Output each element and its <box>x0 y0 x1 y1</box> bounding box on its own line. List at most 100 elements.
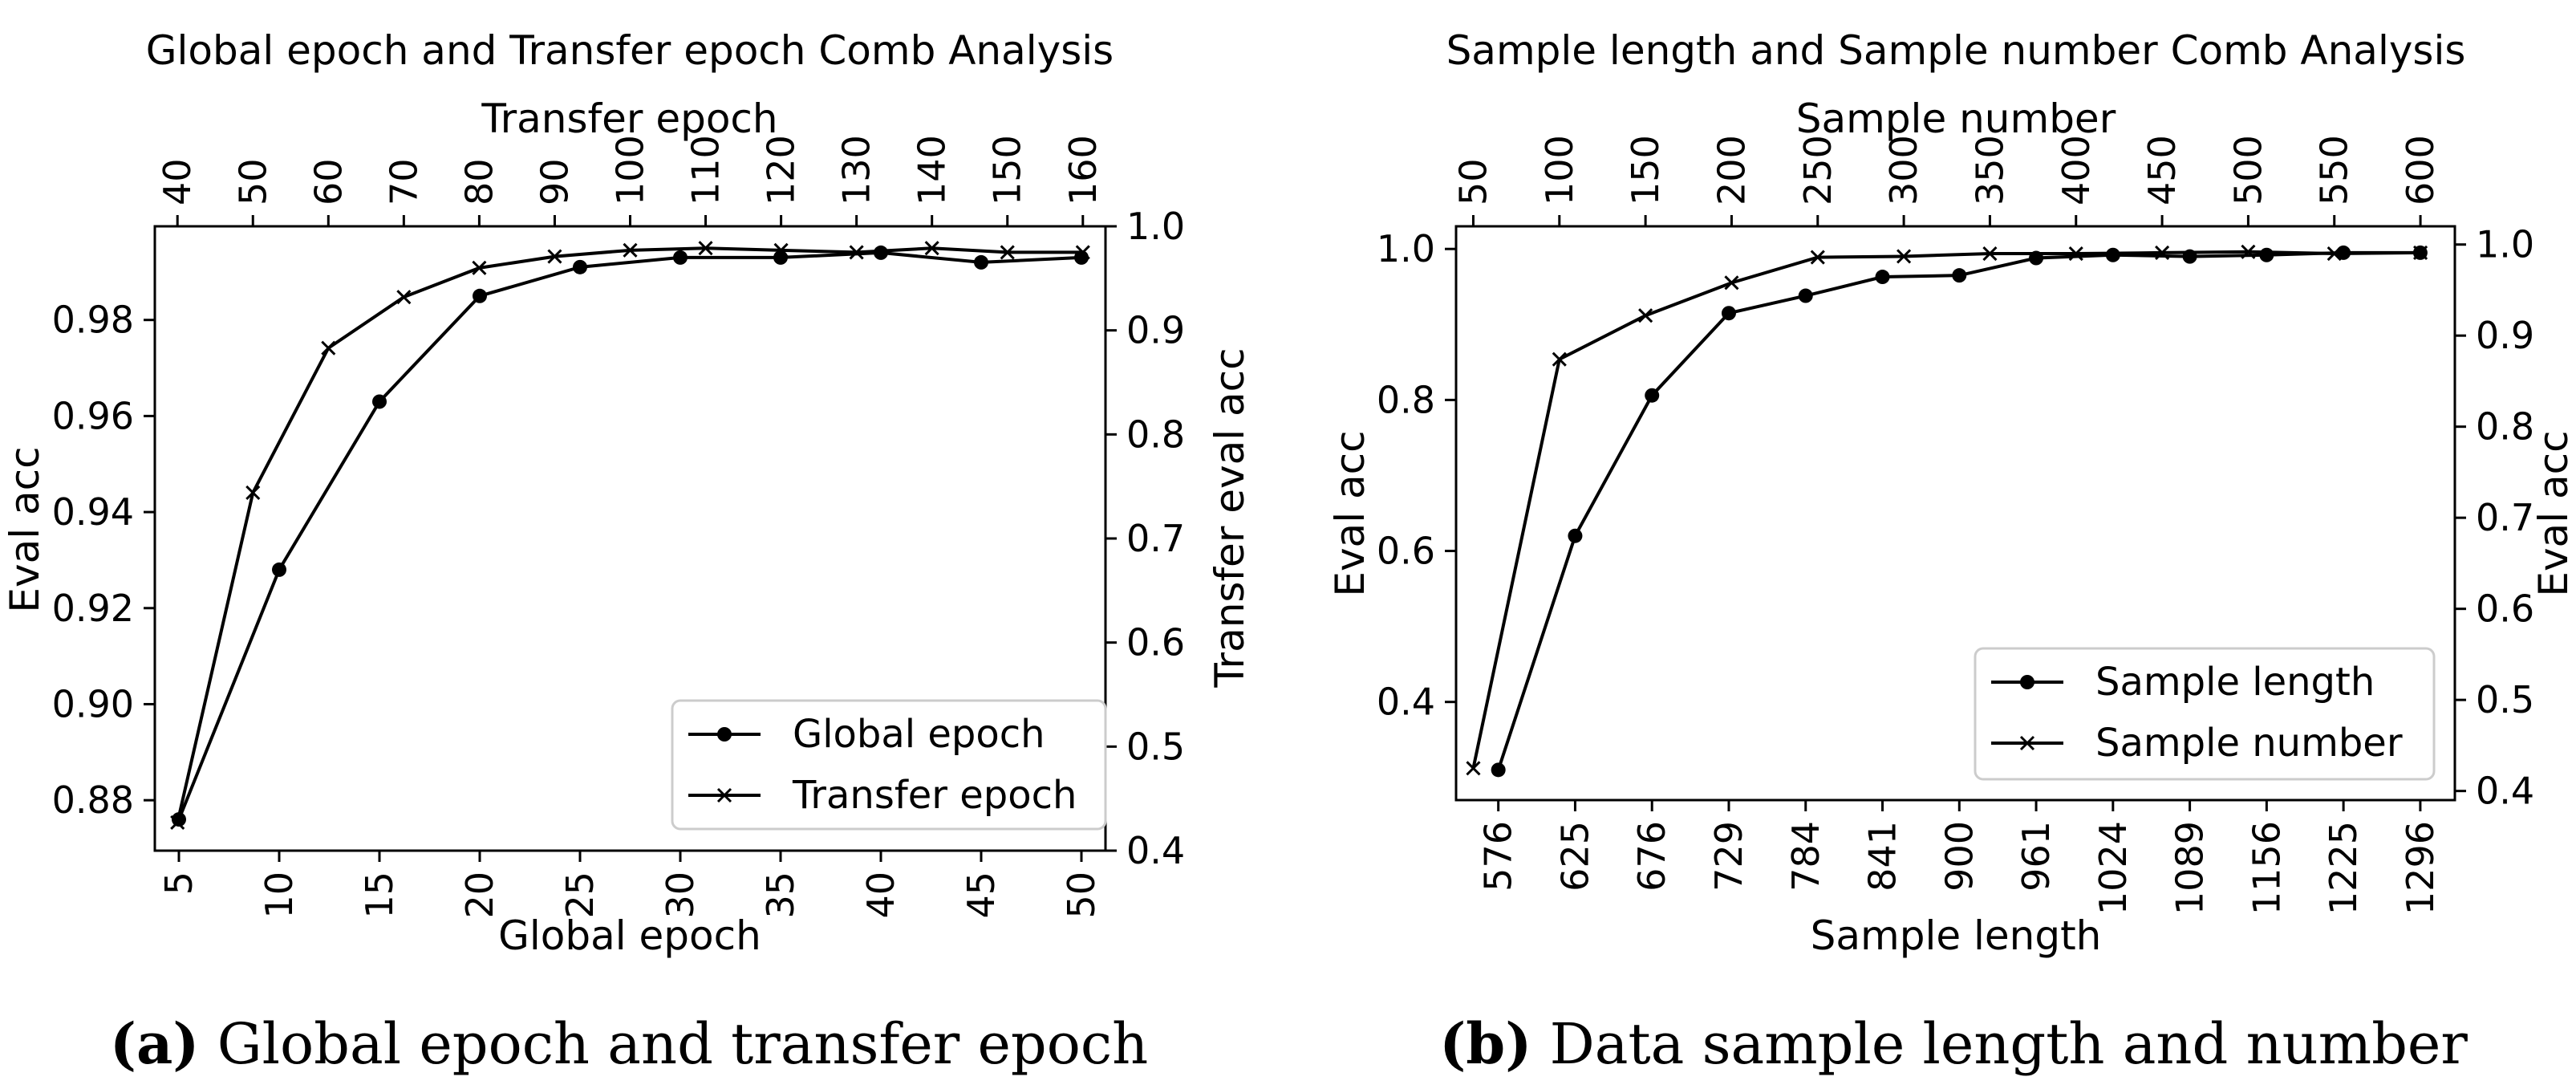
chart-b-series-circle-point <box>1875 270 1890 285</box>
chart-b-legend-marker <box>2020 675 2034 689</box>
chart-b-series-cross-point <box>2327 246 2342 262</box>
chart-a-x-tick-label: 50 <box>1060 872 1103 919</box>
chart-a-x-tick-label: 30 <box>659 872 702 919</box>
chart-a-series-cross-point <box>170 815 185 831</box>
chart-a-series-circle-point <box>272 562 286 577</box>
chart-b-series-circle-point <box>1952 268 1967 283</box>
chart-a-series-cross-point <box>623 242 638 258</box>
chart-a-right-tick-label: 1.0 <box>1126 205 1185 248</box>
chart-b-series-circle-point <box>1568 528 1583 543</box>
chart-b-series-cross-point <box>1810 250 1825 265</box>
chart-a-x-tick-label: 10 <box>258 872 301 919</box>
chart-a-y-tick-label: 0.88 <box>52 778 134 822</box>
chart-b-top-tick-label: 300 <box>1882 135 1925 205</box>
chart-b-x-tick-label: 841 <box>1861 821 1905 892</box>
caption-a: (a) Global epoch and transfer epoch <box>110 1010 1148 1077</box>
chart-b-right-tick-label: 0.5 <box>2476 678 2534 721</box>
caption-b: (b) Data sample length and number <box>1439 1010 2468 1077</box>
chart-b-top-tick-label: 550 <box>2313 135 2356 205</box>
chart-b-series-cross-point <box>1982 246 1998 262</box>
chart-a-y-tick-label: 0.90 <box>52 682 134 725</box>
chart-a-series-cross-point <box>698 241 713 256</box>
chart-a-y-tick-label: 0.96 <box>52 394 134 437</box>
chart-a-x-tick-label: 20 <box>458 872 501 919</box>
chart-b-y-tick-label: 1.0 <box>1377 227 1435 270</box>
chart-b-right-tick-label: 0.6 <box>2476 587 2534 631</box>
chart-a-series-cross-point <box>396 290 412 305</box>
chart-a-series-cross-point <box>849 245 864 260</box>
chart-b-x-tick-label: 625 <box>1553 821 1596 892</box>
chart-a-right-tick-label: 0.8 <box>1126 412 1185 456</box>
chart-b-series-circle-point <box>2105 247 2120 262</box>
chart-b-series-cross-point <box>2413 245 2428 260</box>
chart-a-series-cross-point <box>245 485 261 501</box>
chart-a-top-tick-label: 110 <box>684 135 728 205</box>
chart-b-right-tick-label: 1.0 <box>2476 223 2534 266</box>
chart-b-x-tick-label: 1296 <box>2399 821 2442 915</box>
chart-a-right-tick-label: 0.9 <box>1126 309 1185 352</box>
chart-b-series-cross-line <box>1471 250 2421 769</box>
chart-b-series-cross-point <box>2155 245 2170 260</box>
chart-b-legend-marker <box>2019 735 2035 751</box>
chart-b-y-tick-label: 0.8 <box>1377 378 1435 421</box>
chart-a-right-tick-label: 0.4 <box>1126 829 1185 872</box>
chart-a-x-tick-label: 15 <box>358 872 401 919</box>
chart-b-top-tick-label: 450 <box>2140 135 2184 205</box>
chart-b-top-tick-label: 50 <box>1451 158 1495 205</box>
captions: (a) Global epoch and transfer epoch (b) … <box>110 1010 2468 1077</box>
chart-a-series-circle-point <box>573 259 587 274</box>
chart-b-legend: Sample length Sample number <box>1974 647 2436 781</box>
chart-b-plot-frame <box>1454 225 2456 802</box>
chart-a-top-axis-label: Transfer epoch <box>481 95 777 142</box>
chart-b-series-cross-point <box>1466 761 1481 776</box>
caption-a-letter: (a) <box>110 1010 200 1077</box>
chart-a-top-tick-label: 70 <box>382 158 425 205</box>
chart-b-x-tick-label: 1225 <box>2322 821 2365 915</box>
chart-a-series-circle-point <box>874 245 888 260</box>
chart-a-top-tick-label: 120 <box>760 135 803 205</box>
caption-b-space <box>1531 1011 1549 1077</box>
chart-a-legend-label: Global epoch <box>793 712 1045 757</box>
chart-b-top-tick-label: 200 <box>1710 135 1753 205</box>
chart-a-series-circle-point <box>974 254 988 270</box>
chart-a-series-circle-point <box>372 394 387 409</box>
chart-a-y-axis-label: Eval acc <box>2 446 48 612</box>
caption-b-letter: (b) <box>1439 1010 1531 1077</box>
chart-a-series-circle-point <box>673 250 688 265</box>
chart-a-x-tick-label: 45 <box>959 872 1003 919</box>
chart-a-series-cross-point <box>924 241 939 256</box>
chart-a-top-tick-label: 50 <box>231 158 274 205</box>
chart-b-y-tick-label: 0.6 <box>1377 530 1435 573</box>
chart-b-series-circle-point <box>1798 288 1813 303</box>
chart-b-x-tick-label: 784 <box>1784 821 1828 892</box>
chart-b-x-tick-label: 1156 <box>2245 821 2288 915</box>
chart-b-series-cross-point <box>1897 249 1912 264</box>
chart-b-series-cross-point <box>1638 308 1653 323</box>
chart-b-top-axis-label: Sample number <box>1796 95 2116 142</box>
chart-b-y-tick-label: 0.4 <box>1377 681 1435 724</box>
chart-b-title: Sample length and Sample number Comb Ana… <box>1446 27 2466 74</box>
chart-a-top-tick-label: 100 <box>609 135 652 205</box>
chart-a-right-tick-label: 0.5 <box>1126 725 1185 768</box>
chart-b-right-tick-label: 0.8 <box>2476 405 2534 449</box>
chart-b-right-axis-label: Eval acc <box>2530 430 2576 596</box>
chart-a-legend: Global epoch Transfer epoch <box>671 699 1107 831</box>
caption-a-space <box>199 1011 217 1077</box>
chart-a-top-tick-label: 160 <box>1061 135 1105 205</box>
chart-a-title: Global epoch and Transfer epoch Comb Ana… <box>146 27 1114 74</box>
chart-a-series-cross-point <box>1075 245 1090 260</box>
chart-a-series-circle-point <box>473 288 487 303</box>
chart-a-legend-marker <box>716 787 732 803</box>
chart-a-series-cross-point <box>547 249 562 264</box>
chart-a-series-cross-point <box>472 260 487 275</box>
chart-a-x-tick-label: 40 <box>859 872 903 919</box>
chart-b-x-tick-label: 961 <box>2014 821 2058 892</box>
chart-b-legend-box <box>1974 647 2436 781</box>
chart-a-top-tick-label: 150 <box>986 135 1029 205</box>
chart-b: Sample length and Sample number Comb Ana… <box>1327 27 2576 959</box>
chart-b-right-tick-label: 0.4 <box>2476 770 2534 813</box>
chart-a-series-cross-point <box>773 242 789 258</box>
chart-a-y-tick-label: 0.94 <box>52 490 134 534</box>
chart-b-series-circle-point <box>1491 762 1506 778</box>
